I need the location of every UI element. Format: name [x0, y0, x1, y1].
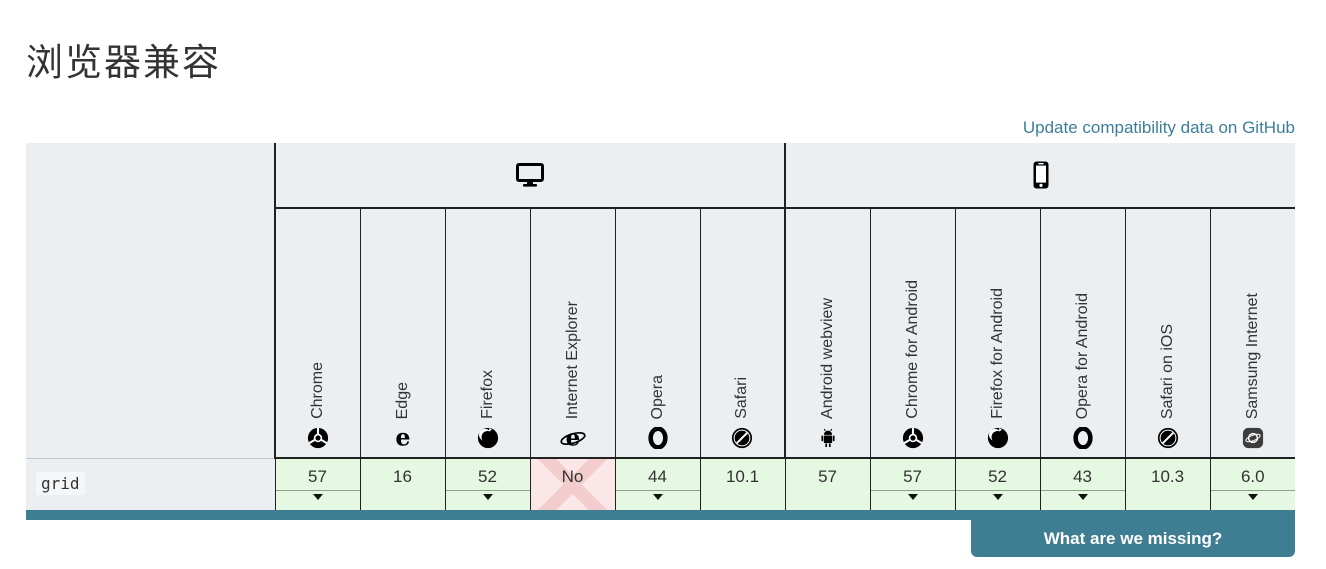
chrome-icon — [307, 426, 329, 450]
caret-down-icon — [992, 494, 1003, 501]
support-value: 57 — [308, 467, 327, 486]
support-cell-edge: 16 — [359, 457, 445, 510]
caret-down-icon — [482, 494, 493, 501]
browser-name: Safari on iOS — [1158, 323, 1176, 419]
opera-icon — [1072, 426, 1094, 450]
support-cell-android-webview: 57 — [784, 457, 871, 510]
browser-name: Firefox for Android — [988, 288, 1006, 419]
android-icon — [818, 426, 838, 450]
browser-header-opera-android: Opera for Android — [1039, 208, 1126, 459]
support-cell-internet-explorer: No — [529, 457, 615, 510]
platform-mobile-header — [784, 143, 1296, 209]
compat-table: Chrome Edge e Firefox — [26, 143, 1296, 510]
caret-down-icon — [312, 494, 323, 501]
svg-text:e: e — [395, 426, 410, 450]
browser-header-edge: Edge e — [359, 208, 445, 459]
browser-header-firefox-android: Firefox for Android — [954, 208, 1041, 459]
history-underline — [870, 490, 955, 492]
caret-down-icon — [652, 494, 663, 501]
support-value: 44 — [648, 467, 667, 486]
support-cell-safari: 10.1 — [699, 457, 786, 510]
firefox-icon — [477, 426, 499, 450]
support-cell-opera-android[interactable]: 43 — [1039, 457, 1126, 510]
browser-header-firefox: Firefox — [444, 208, 530, 459]
browser-name: Opera for Android — [1073, 292, 1091, 419]
support-value: No — [561, 467, 584, 486]
browser-header-safari-ios: Safari on iOS — [1124, 208, 1211, 459]
support-cell-firefox[interactable]: 52 — [444, 457, 530, 510]
browser-header-internet-explorer: Internet Explorer e — [529, 208, 615, 459]
corner-cell — [26, 208, 275, 458]
caret-down-icon — [1247, 494, 1258, 501]
browser-name: Opera — [648, 374, 666, 419]
chrome-icon — [902, 426, 924, 450]
browser-header-chrome: Chrome — [274, 208, 360, 459]
support-value: 10.1 — [725, 467, 760, 486]
browser-name: Edge — [393, 381, 411, 419]
samsung-internet-icon — [1242, 426, 1264, 450]
history-underline — [275, 490, 360, 492]
what-are-we-missing-button[interactable]: What are we missing? — [971, 520, 1295, 557]
browser-name: Firefox — [478, 370, 496, 419]
corner-cell — [26, 143, 275, 208]
support-cell-samsung-internet[interactable]: 6.0 — [1209, 457, 1296, 510]
firefox-icon — [987, 426, 1009, 450]
support-value: 16 — [393, 467, 412, 486]
support-value: 57 — [903, 467, 922, 486]
support-cell-safari-ios: 10.3 — [1124, 457, 1211, 510]
page-container: 浏览器兼容 Update compatibility data on GitHu… — [26, 43, 1296, 557]
support-value: 6.0 — [1240, 467, 1265, 486]
update-compat-data-link[interactable]: Update compatibility data on GitHub — [1022, 118, 1295, 137]
page-title: 浏览器兼容 — [26, 43, 221, 84]
safari-icon — [731, 426, 753, 450]
browser-header-samsung-internet: Samsung Internet — [1209, 208, 1296, 459]
internet-explorer-icon: e — [559, 426, 586, 450]
browser-name: Internet Explorer — [563, 300, 581, 419]
history-underline — [615, 490, 700, 492]
feature-row-grid: grid 57 16 52 — [26, 457, 1296, 510]
browser-name: Chrome — [308, 362, 326, 419]
browser-header-row: Chrome Edge e Firefox — [26, 208, 1296, 459]
svg-text:e: e — [565, 426, 580, 450]
support-value: 43 — [1073, 467, 1092, 486]
support-value: 10.3 — [1150, 467, 1185, 486]
support-cell-chrome-android[interactable]: 57 — [869, 457, 956, 510]
caret-down-icon — [907, 494, 918, 501]
history-underline — [1040, 490, 1125, 492]
browser-header-opera: Opera — [614, 208, 700, 459]
browser-header-android-webview: Android webview — [784, 208, 871, 459]
support-value: 52 — [478, 467, 497, 486]
support-value: 57 — [818, 467, 837, 486]
browser-name: Chrome for Android — [903, 280, 921, 419]
support-value: 52 — [988, 467, 1007, 486]
history-underline — [955, 490, 1040, 492]
edge-icon: e — [392, 426, 414, 450]
update-link-row: Update compatibility data on GitHub — [26, 118, 1295, 138]
feature-row-header: grid — [26, 457, 275, 510]
browser-header-chrome-android: Chrome for Android — [869, 208, 956, 459]
safari-icon — [1157, 426, 1179, 450]
support-cell-chrome[interactable]: 57 — [274, 457, 360, 510]
support-cell-opera[interactable]: 44 — [614, 457, 700, 510]
browser-name: Samsung Internet — [1244, 292, 1261, 419]
browser-name: Safari — [733, 377, 751, 419]
history-underline — [1210, 490, 1296, 492]
history-underline — [445, 490, 530, 492]
survey-button-row: What are we missing? — [26, 520, 1295, 557]
browser-header-safari: Safari — [699, 208, 786, 459]
browser-name: Android webview — [818, 298, 836, 419]
desktop-icon — [515, 163, 545, 187]
platform-desktop-header — [273, 143, 786, 209]
support-cell-firefox-android[interactable]: 52 — [954, 457, 1041, 510]
opera-icon — [647, 426, 669, 450]
caret-down-icon — [1077, 494, 1088, 501]
survey-bar — [26, 510, 1295, 520]
platform-header-row — [26, 143, 1296, 209]
survey-footer: What are we missing? — [26, 510, 1295, 557]
mobile-icon — [1033, 161, 1049, 189]
feature-name: grid — [36, 472, 85, 496]
